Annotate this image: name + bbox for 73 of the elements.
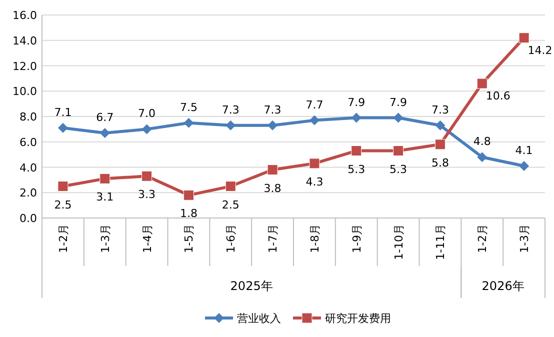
data-label: 5.3 [390, 162, 408, 176]
text: 2025年 [230, 279, 273, 293]
x-tick-label: 1-6月 [224, 224, 238, 253]
x-tick-label: 1-2月 [56, 224, 70, 253]
y-tick-label: 8.0 [20, 110, 37, 124]
y-tick-label: 0.0 [20, 212, 37, 225]
data-label: 2.5 [222, 198, 240, 212]
data-label: 6.7 [96, 110, 114, 124]
point [435, 120, 446, 130]
data-label: 4.8 [473, 135, 491, 148]
point [477, 152, 488, 162]
data-label: 7.3 [222, 103, 240, 116]
point [225, 181, 236, 192]
legend-label: 研究开发费用 [325, 312, 391, 325]
x-tick-label: 1-10月 [392, 224, 406, 260]
data-label: 5.8 [431, 156, 449, 170]
x-tick-label: 1-5月 [182, 224, 196, 253]
x-tick-label: 1-3月 [98, 224, 112, 253]
point [309, 115, 320, 126]
x-tick-label: 1-4月 [140, 224, 154, 253]
point [393, 146, 404, 156]
point [351, 112, 362, 123]
point [58, 181, 68, 192]
data-label: 7.1 [54, 106, 72, 119]
y-tick-label: 2.0 [20, 186, 37, 200]
legend-label: 营业收入 [237, 312, 281, 325]
data-label: 3.8 [264, 182, 282, 195]
point [268, 120, 278, 130]
point [476, 78, 488, 89]
x-tick-label: 1-2月 [476, 224, 490, 253]
data-label: 7.3 [264, 103, 282, 116]
y-tick-label: 14.0 [12, 34, 37, 48]
y-tick-label: 4.0 [20, 161, 37, 174]
point [226, 120, 236, 130]
x-tick-label: 1-7月 [266, 224, 280, 253]
data-label: 3.1 [96, 190, 114, 204]
data-label: 7.9 [390, 96, 408, 109]
data-label: 7.7 [306, 98, 324, 112]
y-tick-label: 12.0 [12, 60, 37, 73]
data-label: 4.3 [306, 175, 324, 188]
point [393, 112, 404, 123]
point [519, 160, 530, 171]
data-label: 5.3 [348, 162, 366, 176]
point [309, 158, 320, 169]
point [58, 122, 68, 133]
data-label: 14.2 [528, 44, 552, 57]
x-tick-label: 1-8月 [308, 224, 322, 253]
data-label: 3.3 [138, 188, 156, 202]
point [100, 173, 110, 184]
data-label: 7.3 [431, 103, 449, 116]
point [142, 124, 152, 134]
data-label: 1.8 [180, 207, 198, 220]
data-label: 4.1 [515, 144, 533, 157]
point [434, 139, 446, 150]
y-tick-label: 16.0 [12, 9, 37, 22]
point [267, 164, 278, 176]
data-label: 7.5 [180, 100, 198, 114]
y-tick-label: 6.0 [20, 136, 37, 149]
data-label: 2.5 [54, 198, 72, 212]
x-tick-label: 1-3月 [518, 224, 532, 253]
x-tick-label: 1-9月 [350, 224, 364, 253]
point [183, 190, 194, 200]
point [518, 32, 530, 44]
point [100, 128, 110, 138]
data-label: 10.6 [486, 90, 510, 103]
y-tick-label: 10.0 [12, 85, 37, 98]
point [142, 170, 152, 182]
data-label: 7.9 [348, 96, 366, 109]
point [184, 118, 194, 128]
point [351, 146, 362, 156]
x-tick-label: 1-11月 [434, 224, 448, 260]
text: 2026年 [482, 279, 524, 293]
data-label: 7.0 [138, 107, 156, 120]
